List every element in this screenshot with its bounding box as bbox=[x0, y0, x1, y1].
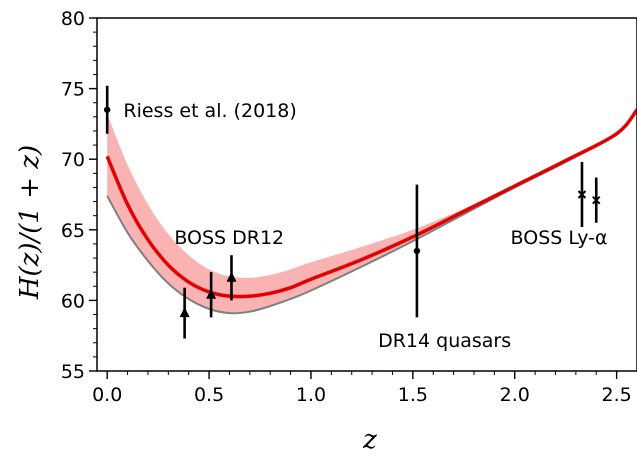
data-point-triangle bbox=[206, 288, 217, 299]
data-point-triangle bbox=[226, 271, 237, 282]
annotation-label: BOSS DR12 bbox=[174, 227, 284, 249]
plot-frame bbox=[96, 17, 637, 372]
data-points-layer bbox=[103, 85, 601, 339]
data-point-x bbox=[577, 190, 587, 199]
y-tick-label: 65 bbox=[61, 220, 85, 242]
data-point-circle bbox=[103, 106, 111, 113]
data-point-circle bbox=[413, 247, 421, 255]
y-tick-label: 75 bbox=[61, 79, 85, 101]
model-line-red bbox=[105, 108, 637, 299]
data-point-triangle bbox=[179, 307, 190, 318]
annotation-label: BOSS Ly-α bbox=[511, 227, 608, 249]
data-point-x bbox=[592, 195, 601, 205]
x-axis-title: z bbox=[362, 425, 377, 454]
y-tick-label: 80 bbox=[61, 8, 85, 30]
y-axis-title: H(z)/(1 + z) bbox=[15, 145, 45, 300]
y-tick-label: 55 bbox=[61, 361, 85, 383]
x-tick-label: 1.5 bbox=[398, 384, 428, 406]
y-tick-label: 60 bbox=[61, 290, 85, 312]
annotation-label: DR14 quasars bbox=[378, 330, 511, 352]
annotations-layer: Riess et al. (2018) BOSS DR12 DR14 quasars… bbox=[123, 100, 607, 352]
annotation-label: Riess et al. (2018) bbox=[123, 100, 296, 122]
x-tick-label: 2.0 bbox=[500, 384, 530, 406]
ticks-group: 0.0 0.5 1.0 1.5 2.0 2.5 55 60 65 70 75 80 bbox=[61, 8, 632, 406]
model-lines-layer bbox=[105, 108, 637, 315]
y-tick-label: 70 bbox=[61, 149, 85, 171]
x-tick-label: 0.0 bbox=[92, 384, 122, 406]
x-tick-label: 0.5 bbox=[194, 384, 224, 406]
x-tick-label: 2.5 bbox=[602, 384, 632, 406]
x-tick-label: 1.0 bbox=[296, 384, 326, 406]
